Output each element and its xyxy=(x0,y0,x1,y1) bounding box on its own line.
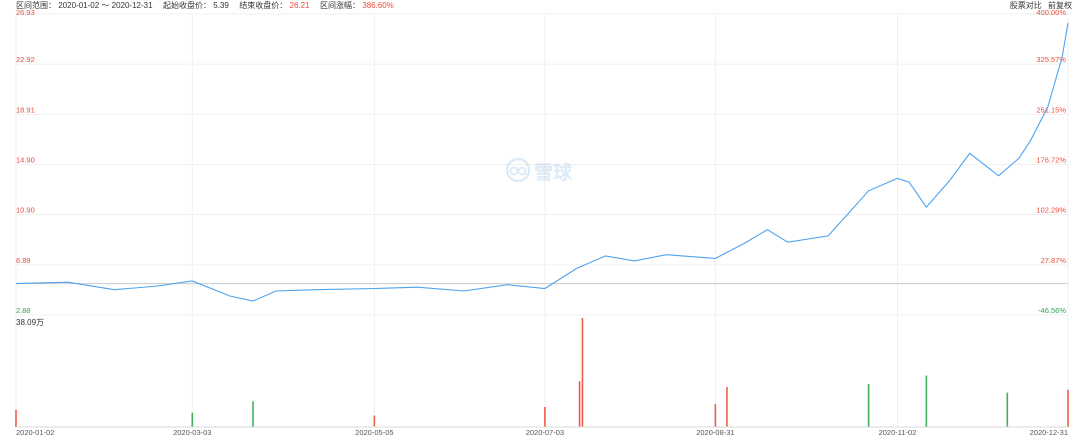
volume-max-label: 38.09万 xyxy=(16,318,44,327)
x-tick-label: 2020-05-05 xyxy=(355,428,393,437)
volume-bar xyxy=(1067,389,1069,427)
y-tick-left: 26.93 xyxy=(16,8,35,17)
volume-bar xyxy=(714,404,717,427)
range-label: 区间范围： xyxy=(16,1,56,10)
y-tick-right: 27.87% xyxy=(1041,256,1067,265)
chart-actions: 股票对比 前复权 xyxy=(1006,0,1072,12)
y-tick-right: -46.56% xyxy=(1038,306,1066,315)
y-tick-right: 102.29% xyxy=(1036,206,1066,215)
volume-bar xyxy=(373,415,376,427)
x-tick-label: 2020-07-03 xyxy=(526,428,564,437)
adjust-button[interactable]: 前复权 xyxy=(1048,1,1072,10)
price-line xyxy=(15,22,1069,302)
snowball-logo-icon xyxy=(505,157,531,183)
x-axis: 2020-01-02 2020-03-03 2020-05-05 2020-07-03… xyxy=(16,426,1068,437)
x-tick-label: 2020-03-03 xyxy=(173,428,211,437)
volume-bars xyxy=(15,318,1069,427)
x-tick-label: 2020-12-31 xyxy=(1030,428,1068,437)
y-axis-right: 400.00% 325.57% 251.15% 176.72% 102.29% 27.87… xyxy=(1036,8,1066,315)
volume-bar xyxy=(1006,392,1009,427)
x-tick-label: 2020-08-31 xyxy=(696,428,734,437)
volume-bar xyxy=(191,412,194,427)
change-label: 区间涨幅： xyxy=(320,1,361,10)
grid xyxy=(15,13,1069,427)
volume-bar xyxy=(578,381,581,427)
y-tick-left: 6.89 xyxy=(16,256,31,265)
range-start: 2020-01-02 xyxy=(58,1,100,10)
range-end: 2020-12-31 xyxy=(111,1,153,10)
volume-bar xyxy=(925,375,928,427)
end-close-label: 结束收盘价： xyxy=(239,1,288,10)
volume-bar xyxy=(544,406,546,427)
start-close-value: 5.39 xyxy=(213,1,229,10)
change-value: 386.60% xyxy=(362,1,394,10)
x-tick-label: 2020-11-02 xyxy=(879,428,917,437)
y-tick-left: 10.90 xyxy=(16,206,35,215)
y-tick-left: 22.92 xyxy=(16,55,35,64)
end-close-value: 26.21 xyxy=(289,1,310,10)
y-tick-right: 400.00% xyxy=(1036,8,1066,17)
start-close-label: 起始收盘价： xyxy=(163,1,212,10)
volume-bar xyxy=(867,384,870,427)
volume-bar xyxy=(726,386,728,427)
y-tick-left: 2.88 xyxy=(16,306,31,315)
watermark-text: 雪球 xyxy=(534,161,573,184)
y-tick-right: 325.57% xyxy=(1036,55,1066,64)
y-tick-right: 176.72% xyxy=(1036,156,1066,165)
range-separator: ～ xyxy=(101,1,110,10)
x-tick-label: 2020-01-02 xyxy=(16,428,54,437)
volume-bar xyxy=(581,318,584,427)
y-tick-left: 14.90 xyxy=(16,156,35,165)
y-tick-left: 18.91 xyxy=(16,105,35,114)
volume-bar xyxy=(252,401,254,427)
watermark: 雪球 xyxy=(505,157,573,184)
y-tick-right: 251.15% xyxy=(1036,105,1066,114)
range-summary: 区间范围： 2020-01-02 ～ 2020-12-31 起始收盘价： 5.3… xyxy=(16,0,394,12)
volume-bar xyxy=(15,409,17,427)
y-axis-left: 26.93 22.92 18.91 14.90 10.90 6.89 2.88 xyxy=(16,8,35,315)
info-bar: 区间范围： 2020-01-02 ～ 2020-12-31 起始收盘价： 5.3… xyxy=(0,0,1080,12)
compare-button[interactable]: 股票对比 xyxy=(1009,1,1042,10)
